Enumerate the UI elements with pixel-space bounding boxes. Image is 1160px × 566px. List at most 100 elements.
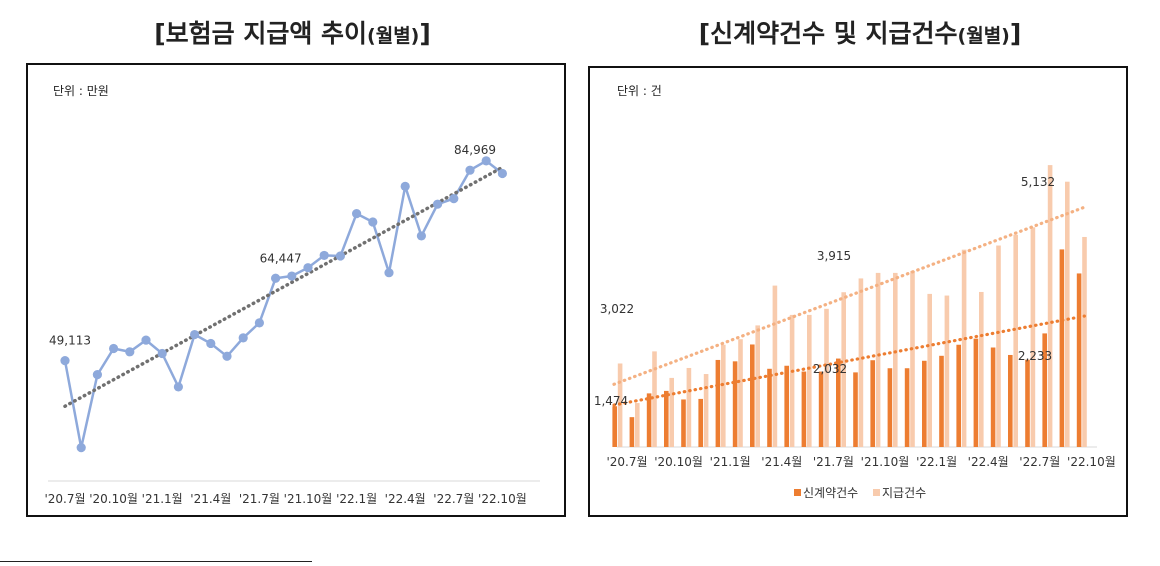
new-contract-bar bbox=[750, 344, 755, 447]
new-contract-bar bbox=[922, 360, 927, 447]
new-contract-bar bbox=[715, 359, 721, 447]
payout-count-bar bbox=[669, 377, 674, 447]
x-tick-label: '22.1월 bbox=[336, 492, 377, 506]
new-contract-bar bbox=[646, 393, 652, 447]
new-contract-bar bbox=[1042, 333, 1047, 447]
payout-count-bar bbox=[1030, 227, 1036, 447]
x-tick-label: '22.7월 bbox=[433, 492, 474, 506]
payout-data-label: 84,969 bbox=[454, 143, 496, 157]
new-contract-bar bbox=[990, 347, 996, 447]
right-chart-title-main: [신계약건수 및 지급건수 bbox=[698, 19, 958, 48]
new-contract-bar bbox=[939, 355, 944, 447]
legend-swatch-new-contracts bbox=[794, 489, 801, 496]
contracts-bar-chart: 단위 : 건 3,022 1,474 3,915 2,032 5,132 2,233 '20.… bbox=[588, 66, 1128, 517]
payout-count-trendline bbox=[612, 205, 1086, 386]
x-tick-label: '21.7월 bbox=[239, 492, 280, 506]
new-contract-bar bbox=[973, 338, 979, 447]
new-contract-bar bbox=[1008, 354, 1013, 447]
payout-count-bar bbox=[841, 292, 846, 447]
payout-point bbox=[287, 271, 297, 281]
payout-point bbox=[368, 217, 378, 227]
left-chart-title: [보험금 지급액 추이(월별)] bbox=[30, 14, 555, 50]
payout-count-bar bbox=[996, 245, 1001, 447]
payout-trendline bbox=[63, 165, 505, 408]
payout-count-bar bbox=[703, 374, 709, 447]
payout-count-bar bbox=[824, 308, 829, 447]
new-contract-bar bbox=[664, 390, 669, 447]
payout-count-bar bbox=[738, 339, 743, 447]
legend-label-payout-counts: 지급건수 bbox=[882, 486, 926, 500]
new-contract-bar bbox=[836, 358, 841, 447]
payout-point bbox=[416, 231, 426, 241]
payout-point bbox=[190, 329, 200, 340]
new-contract-bar bbox=[956, 344, 961, 447]
payout-count-bar bbox=[652, 351, 657, 447]
payout-point bbox=[254, 318, 264, 328]
new-contract-bar bbox=[681, 399, 686, 447]
x-tick-label: '22.10월 bbox=[478, 492, 527, 506]
payout-point bbox=[497, 168, 507, 179]
left-chart-title-main: [보험금 지급액 추이 bbox=[154, 19, 368, 48]
payout-count-bar bbox=[635, 403, 640, 447]
payout-count-bar bbox=[755, 325, 760, 447]
x-tick-label: '21.4월 bbox=[190, 492, 231, 506]
x-tick-label: '22.10월 bbox=[1067, 455, 1116, 469]
payout-count-bar bbox=[910, 270, 915, 447]
x-tick-label: '21.1월 bbox=[710, 455, 751, 469]
payout-data-label: 49,113 bbox=[49, 334, 91, 348]
new-contract-bar bbox=[870, 360, 875, 447]
new-contract-bar bbox=[767, 368, 772, 447]
payout-line-chart-svg: 단위 : 만원 49,113 64,447 84,969 '20.7월 '20.10월 '2… bbox=[44, 84, 540, 506]
new-contract-bar bbox=[801, 371, 807, 447]
new-contract-bar bbox=[698, 398, 703, 447]
new-contract-bar bbox=[1025, 359, 1030, 447]
payout-count-bar bbox=[789, 314, 795, 447]
payout-point bbox=[433, 199, 443, 209]
bar-data-label: 2,032 bbox=[813, 362, 847, 376]
bar-data-label: 3,915 bbox=[817, 249, 851, 263]
payout-point bbox=[222, 351, 232, 361]
payout-point bbox=[125, 347, 135, 357]
x-tick-label: '21.7월 bbox=[813, 455, 854, 469]
new-contract-bar bbox=[853, 372, 858, 447]
unit-label: 단위 : 건 bbox=[617, 84, 662, 98]
payout-point bbox=[465, 165, 475, 175]
payout-count-bar bbox=[979, 291, 984, 447]
legend-label-new-contracts: 신계약건수 bbox=[803, 485, 858, 500]
right-chart-title: [신계약건수 및 지급건수(월별)] bbox=[590, 14, 1130, 50]
legend-swatch-payout-counts bbox=[873, 489, 880, 496]
new-contract-bar bbox=[887, 368, 893, 447]
x-tick-label: '20.7월 bbox=[606, 455, 647, 469]
new-contract-bar bbox=[818, 371, 824, 447]
payout-point bbox=[76, 443, 86, 453]
payout-point bbox=[481, 156, 491, 166]
x-tick-label: '21.4월 bbox=[761, 455, 802, 469]
payout-series-line bbox=[63, 159, 504, 448]
left-chart-title-close: ] bbox=[419, 19, 431, 48]
x-tick-label: '22.4월 bbox=[385, 492, 426, 506]
new-contract-bar bbox=[732, 361, 738, 447]
unit-label: 단위 : 만원 bbox=[53, 84, 109, 98]
payout-count-bar bbox=[961, 249, 967, 447]
x-tick-label: '21.10월 bbox=[861, 455, 910, 469]
new-contract-bar bbox=[904, 368, 910, 447]
payout-point bbox=[141, 335, 151, 345]
x-tick-label: '20.7월 bbox=[44, 492, 85, 506]
payout-count-bar bbox=[944, 295, 950, 447]
payout-count-bar bbox=[772, 285, 778, 447]
payout-point bbox=[238, 333, 248, 343]
payout-data-label: 64,447 bbox=[260, 251, 302, 265]
payout-count-bar bbox=[1013, 234, 1018, 447]
contracts-bar-chart-svg: 단위 : 건 3,022 1,474 3,915 2,032 5,132 2,233 '20.… bbox=[594, 84, 1116, 500]
x-tick-label: '22.7월 bbox=[1019, 455, 1060, 469]
payout-point bbox=[206, 338, 216, 349]
payout-count-bar bbox=[1047, 165, 1053, 447]
payout-count-bar bbox=[893, 272, 898, 447]
new-contract-bar bbox=[784, 365, 789, 447]
payout-count-bar bbox=[1065, 181, 1070, 447]
left-chart-title-paren: (월별) bbox=[367, 25, 420, 47]
bar-data-label: 1,474 bbox=[594, 394, 628, 408]
payout-point bbox=[109, 343, 119, 354]
footnote-rule bbox=[0, 561, 312, 562]
x-tick-label: '21.1월 bbox=[142, 492, 183, 506]
